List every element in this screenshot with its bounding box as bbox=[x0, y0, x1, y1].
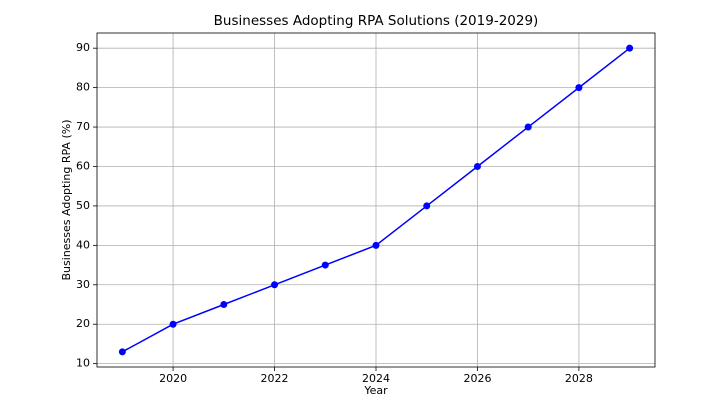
y-tick-label: 20 bbox=[76, 317, 90, 330]
y-tick-label: 70 bbox=[76, 120, 90, 133]
x-tick-label: 2026 bbox=[463, 372, 491, 385]
data-point bbox=[372, 241, 380, 249]
data-point bbox=[321, 261, 329, 269]
x-tick-label: 2024 bbox=[362, 372, 390, 385]
y-tick-label: 90 bbox=[76, 41, 90, 54]
data-point bbox=[118, 348, 126, 356]
y-tick-label: 50 bbox=[76, 199, 90, 212]
data-point bbox=[626, 44, 634, 52]
x-axis-label: Year bbox=[363, 384, 388, 397]
y-tick-label: 30 bbox=[76, 278, 90, 291]
data-point bbox=[220, 300, 228, 308]
plot-frame bbox=[96, 32, 656, 368]
y-tick-label: 10 bbox=[76, 357, 90, 370]
y-axis-label: Businesses Adopting RPA (%) bbox=[60, 120, 73, 281]
x-tick-label: 2020 bbox=[159, 372, 187, 385]
data-point bbox=[473, 162, 481, 170]
x-tick-label: 2022 bbox=[261, 372, 289, 385]
chart-title: Businesses Adopting RPA Solutions (2019-… bbox=[214, 13, 539, 29]
y-tick-label: 60 bbox=[76, 159, 90, 172]
data-point bbox=[524, 123, 532, 131]
data-point bbox=[423, 202, 431, 210]
data-point bbox=[575, 84, 583, 92]
data-point bbox=[271, 281, 279, 289]
y-tick-label: 80 bbox=[76, 81, 90, 94]
x-tick-label: 2028 bbox=[565, 372, 593, 385]
y-tick-label: 40 bbox=[76, 238, 90, 251]
data-point bbox=[169, 320, 177, 328]
